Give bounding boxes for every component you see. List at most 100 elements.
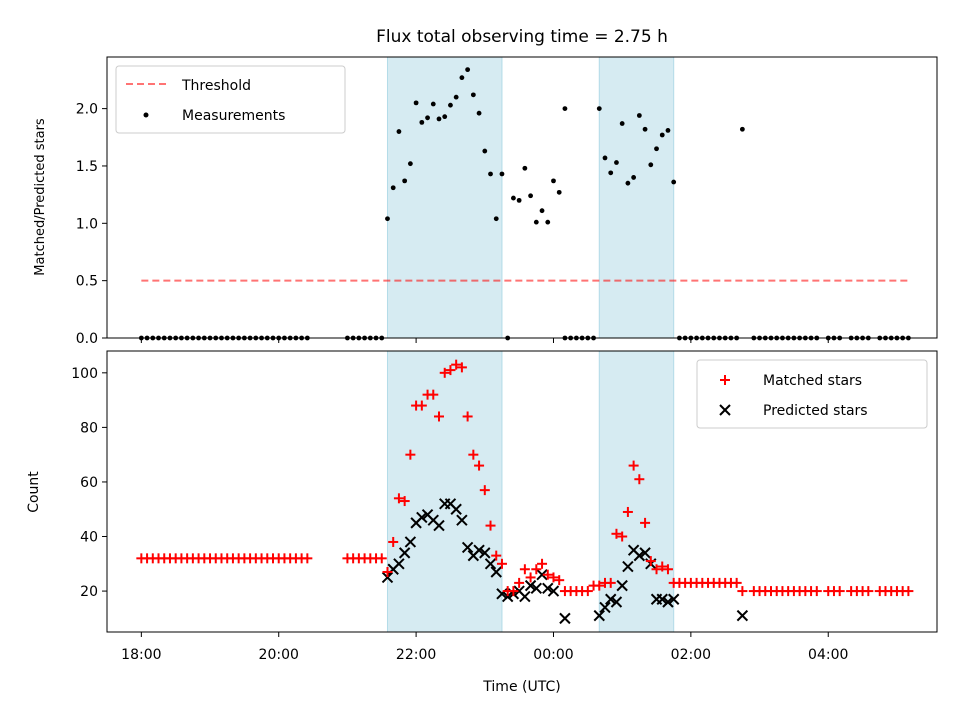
predicted-star-marker [736, 609, 749, 622]
x-tick-label: 20:00 [259, 647, 299, 663]
measurement-point [453, 94, 459, 100]
matched-stars-markers [136, 359, 914, 597]
matched-star-marker [605, 577, 616, 588]
bottom-legend-box [696, 359, 928, 429]
predicted-star-marker [662, 596, 674, 608]
measurement-point [671, 179, 677, 185]
measurement-point [642, 126, 648, 132]
measurement-point [516, 197, 522, 203]
matched-star-marker [537, 558, 548, 569]
bottom-x-ticks: 18:00 20:00 22:00 00:00 02:00 04:00 [121, 632, 848, 663]
matched-star-marker [405, 449, 416, 460]
measurement-point [413, 100, 419, 106]
measurement-point [533, 219, 539, 225]
matched-star-marker [388, 536, 399, 547]
measurement-point [625, 180, 631, 186]
predicted-star-marker [473, 544, 485, 556]
matched-star-marker [525, 572, 536, 583]
measurement-point [448, 102, 453, 108]
x-tick-label: 04:00 [808, 647, 848, 663]
measurement-point [614, 160, 619, 165]
matched-star-marker [645, 556, 656, 567]
predicted-star-marker [404, 536, 417, 548]
measurement-point [499, 171, 505, 177]
matched-star-marker [594, 580, 605, 591]
predicted-star-marker [490, 566, 502, 578]
top-legend: Threshold Measurements [115, 65, 346, 134]
matched-star-marker [468, 449, 479, 460]
measurement-point [442, 114, 448, 120]
measurement-point [636, 113, 642, 118]
matched-star-marker [519, 564, 530, 575]
measurement-point [493, 216, 499, 222]
legend-matched-swatch [720, 375, 730, 385]
predicted-star-marker [398, 547, 411, 559]
predicted-star-marker [633, 549, 646, 562]
bottom-axes-frame [106, 350, 938, 633]
measurement-point [396, 129, 402, 134]
top-y-tick-label: 0.5 [76, 274, 98, 290]
legend-measurements-label: Measurements [182, 108, 285, 124]
predicted-star-marker [593, 609, 605, 622]
predicted-star-marker [605, 593, 617, 605]
measurement-point [654, 146, 659, 152]
predicted-star-marker [610, 596, 623, 608]
matched-star-marker [474, 460, 485, 471]
bottom-y-ticks: 20 40 60 80 100 [71, 366, 107, 600]
measurement-point [545, 219, 551, 225]
top-y-ticks: 0.0 0.5 1.0 1.5 2.0 [76, 102, 107, 347]
top-panel: 0.0 0.5 1.0 1.5 2.0 Flux total observing tim… [33, 27, 938, 347]
matched-star-marker [834, 586, 845, 597]
predicted-star-marker [559, 612, 571, 625]
measurement-point [436, 116, 442, 122]
predicted-star-marker [530, 582, 543, 595]
top-axes-frame [106, 56, 938, 339]
predicted-stars-markers [381, 498, 749, 625]
bottom-y-tick-label: 20 [80, 584, 98, 600]
matched-star-marker [554, 575, 565, 586]
predicted-star-marker [519, 590, 531, 603]
matched-star-marker [514, 577, 525, 588]
matched-star-marker [479, 485, 490, 496]
measurement-point [476, 110, 482, 116]
predicted-star-marker [639, 547, 651, 559]
bottom-shaded-intervals [386, 350, 675, 633]
bottom-y-tick-label: 40 [80, 530, 98, 546]
measurement-point [739, 126, 745, 132]
measurement-point [528, 193, 533, 199]
x-tick-label: 00:00 [533, 647, 573, 663]
bottom-shade-0 [386, 350, 503, 633]
matched-star-marker [508, 586, 519, 597]
matched-star-marker [737, 586, 748, 597]
measurement-point [425, 115, 430, 121]
predicted-star-marker [524, 579, 537, 592]
predicted-star-marker [381, 571, 394, 584]
bottom-y-tick-label: 80 [80, 420, 98, 436]
matched-star-marker [628, 460, 639, 471]
measurement-point [470, 92, 476, 98]
matched-star-marker [634, 474, 645, 485]
measurement-point [459, 75, 465, 81]
top-legend-box [115, 65, 346, 134]
measurement-point [631, 175, 637, 180]
matched-star-marker [416, 400, 427, 411]
predicted-star-marker [599, 601, 611, 614]
predicted-star-marker [433, 519, 445, 532]
bottom-legend: Matched stars Predicted stars [696, 359, 928, 429]
matched-star-marker [376, 553, 387, 564]
matched-star-marker [393, 493, 404, 504]
matched-star-marker [496, 558, 507, 569]
measurement-point [419, 119, 425, 125]
measurement-point [465, 67, 471, 73]
predicted-star-marker [416, 511, 428, 524]
matched-star-marker [399, 496, 410, 507]
predicted-star-marker [536, 569, 548, 581]
legend-matched-marker [720, 375, 730, 385]
matched-star-marker [491, 550, 502, 561]
predicted-star-marker [667, 593, 680, 605]
x-tick-label: 18:00 [121, 647, 161, 663]
measurement-point [596, 106, 602, 112]
bottom-shade-1 [598, 350, 675, 633]
predicted-star-marker [656, 593, 668, 605]
measurement-point [659, 132, 665, 138]
